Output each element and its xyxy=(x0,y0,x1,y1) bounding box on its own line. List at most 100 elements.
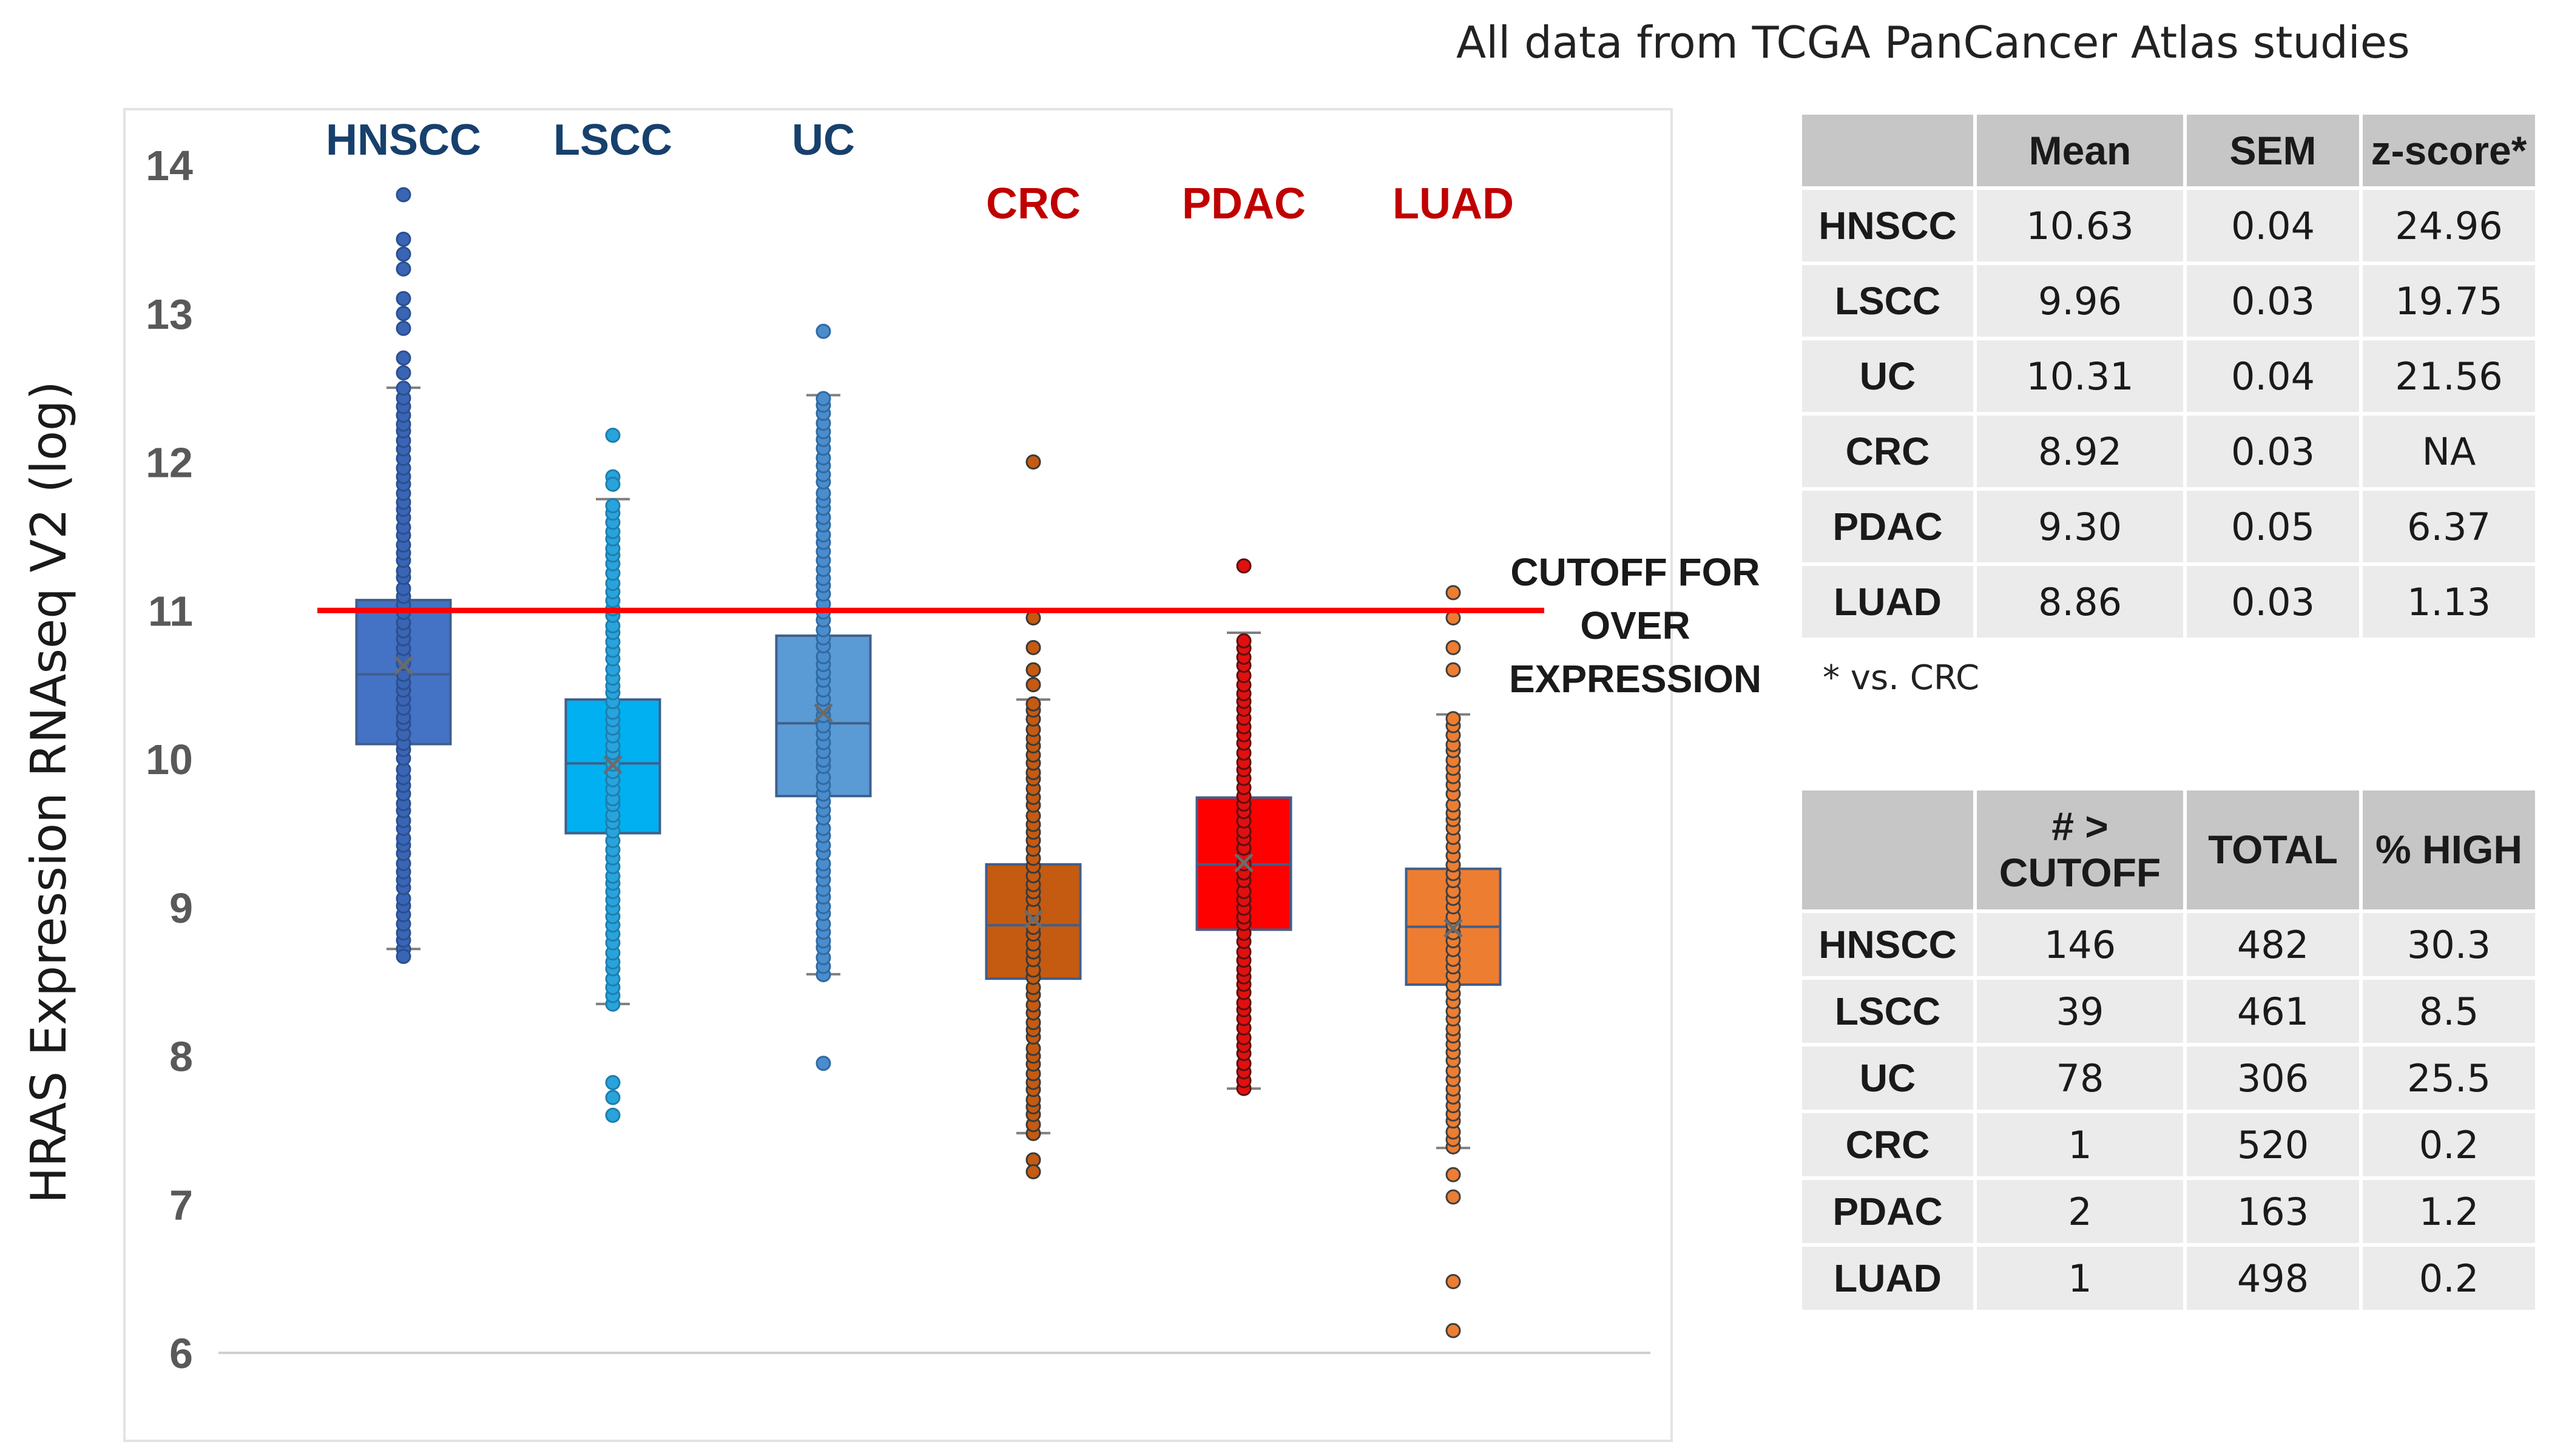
stats-header-sem: SEM xyxy=(2187,115,2359,186)
counts-cell: 1 xyxy=(1977,1113,2183,1176)
outlier-point xyxy=(396,949,411,965)
counts-cell: 482 xyxy=(2187,913,2359,976)
outlier-point xyxy=(396,261,411,277)
outlier-point xyxy=(1025,639,1041,655)
outlier-point xyxy=(1445,662,1461,678)
counts-row-label: CRC xyxy=(1802,1113,1973,1176)
outlier-point xyxy=(605,1107,621,1123)
counts-cell: 25.5 xyxy=(2363,1046,2535,1110)
outlier-point xyxy=(605,427,621,443)
outlier-point xyxy=(1025,454,1041,470)
stats-cell: 0.05 xyxy=(2187,491,2359,562)
group-label: HNSCC xyxy=(326,116,481,164)
stats-row: LSCC 9.96 0.03 19.75 xyxy=(1802,265,2535,337)
box-group-lscc xyxy=(564,427,661,1123)
counts-cell: 8.5 xyxy=(2363,980,2535,1043)
outlier-point xyxy=(1025,662,1041,678)
counts-row: HNSCC 146 482 30.3 xyxy=(1802,913,2535,976)
stats-cell: 19.75 xyxy=(2363,265,2535,337)
counts-row-label: UC xyxy=(1802,1046,1973,1110)
outlier-point xyxy=(1025,677,1041,693)
box-group-crc xyxy=(985,454,1082,1179)
counts-cell: 461 xyxy=(2187,980,2359,1043)
group-label: LUAD xyxy=(1393,180,1514,228)
chart-frame xyxy=(123,108,1673,1442)
counts-cell: 78 xyxy=(1977,1046,2183,1110)
outlier-point xyxy=(396,306,411,322)
counts-row-label: LSCC xyxy=(1802,980,1973,1043)
outlier-point xyxy=(396,365,411,381)
data-point xyxy=(605,498,621,514)
outlier-point xyxy=(1445,1189,1461,1205)
stats-row-label: PDAC xyxy=(1802,491,1973,562)
stats-cell: 6.37 xyxy=(2363,491,2535,562)
cutoff-label-line: EXPRESSION xyxy=(1509,657,1761,701)
outlier-point xyxy=(815,323,831,339)
outlier-point xyxy=(605,476,621,492)
stats-row: HNSCC 10.63 0.04 24.96 xyxy=(1802,190,2535,261)
outlier-point xyxy=(396,350,411,366)
stats-row-label: LSCC xyxy=(1802,265,1973,337)
mean-marker xyxy=(1443,918,1463,938)
counts-cell: 30.3 xyxy=(2363,913,2535,976)
outlier-point xyxy=(1445,639,1461,655)
counts-cell: 163 xyxy=(2187,1180,2359,1243)
counts-header-line1: # > xyxy=(2051,804,2109,849)
mean-marker xyxy=(814,703,833,723)
y-tick-label: 13 xyxy=(146,291,193,338)
box-group-luad xyxy=(1405,585,1502,1338)
counts-cell: 520 xyxy=(2187,1113,2359,1176)
mean-marker xyxy=(394,656,413,675)
stats-row: UC 10.31 0.04 21.56 xyxy=(1802,340,2535,412)
cutoff-label-line: CUTOFF FOR xyxy=(1510,550,1760,594)
stats-cell: 8.86 xyxy=(1977,566,2183,638)
box-group-uc xyxy=(775,323,872,1071)
data-point xyxy=(1236,633,1252,649)
counts-table: # > CUTOFF TOTAL % HIGH HNSCC 146 482 30.3 LS… xyxy=(1798,787,2539,1313)
stats-row: PDAC 9.30 0.05 6.37 xyxy=(1802,491,2535,562)
y-tick-label: 6 xyxy=(169,1330,193,1377)
counts-row: LSCC 39 461 8.5 xyxy=(1802,980,2535,1043)
group-label: PDAC xyxy=(1182,180,1306,228)
outlier-point xyxy=(1445,1274,1461,1290)
stats-table: Mean SEM z-score* HNSCC 10.63 0.04 24.96 LSC… xyxy=(1798,111,2539,641)
outlier-point xyxy=(1445,610,1461,625)
stats-cell: 0.04 xyxy=(2187,340,2359,412)
outlier-point xyxy=(1445,1323,1461,1338)
stats-cell: 10.63 xyxy=(1977,190,2183,261)
counts-cell: 2 xyxy=(1977,1180,2183,1243)
y-tick-label: 8 xyxy=(169,1033,193,1080)
group-label: CRC xyxy=(986,180,1081,228)
stats-cell: 24.96 xyxy=(2363,190,2535,261)
counts-cell: 0.2 xyxy=(2363,1113,2535,1176)
mean-marker xyxy=(1024,909,1043,929)
stats-row-label: UC xyxy=(1802,340,1973,412)
counts-cell: 498 xyxy=(2187,1247,2359,1310)
stats-cell: 0.03 xyxy=(2187,265,2359,337)
stats-cell: 21.56 xyxy=(2363,340,2535,412)
stats-cell: 9.96 xyxy=(1977,265,2183,337)
y-tick-label: 11 xyxy=(148,587,193,635)
counts-cell: 146 xyxy=(1977,913,2183,976)
counts-row: CRC 1 520 0.2 xyxy=(1802,1113,2535,1176)
data-point xyxy=(815,391,831,406)
outlier-point xyxy=(396,320,411,336)
super-title: All data from TCGA PanCancer Atlas studi… xyxy=(1456,17,2410,68)
outlier-point xyxy=(605,1090,621,1105)
y-axis-label: HRAS Expression RNAseq V2 (log) xyxy=(21,381,77,1204)
box-group-hnscc xyxy=(355,187,452,965)
group-label: UC xyxy=(792,116,855,164)
counts-cell: 39 xyxy=(1977,980,2183,1043)
counts-row-label: LUAD xyxy=(1802,1247,1973,1310)
stats-row: CRC 8.92 0.03 NA xyxy=(1802,416,2535,487)
y-tick-label: 10 xyxy=(146,736,193,783)
y-tick-label: 7 xyxy=(169,1181,193,1228)
outlier-point xyxy=(396,231,411,247)
outlier-point xyxy=(396,187,411,203)
outlier-point xyxy=(396,246,411,262)
cutoff-label-line: OVER xyxy=(1580,604,1690,647)
y-tick-label: 9 xyxy=(169,885,193,932)
mean-marker xyxy=(603,755,623,775)
data-point xyxy=(1025,696,1041,712)
